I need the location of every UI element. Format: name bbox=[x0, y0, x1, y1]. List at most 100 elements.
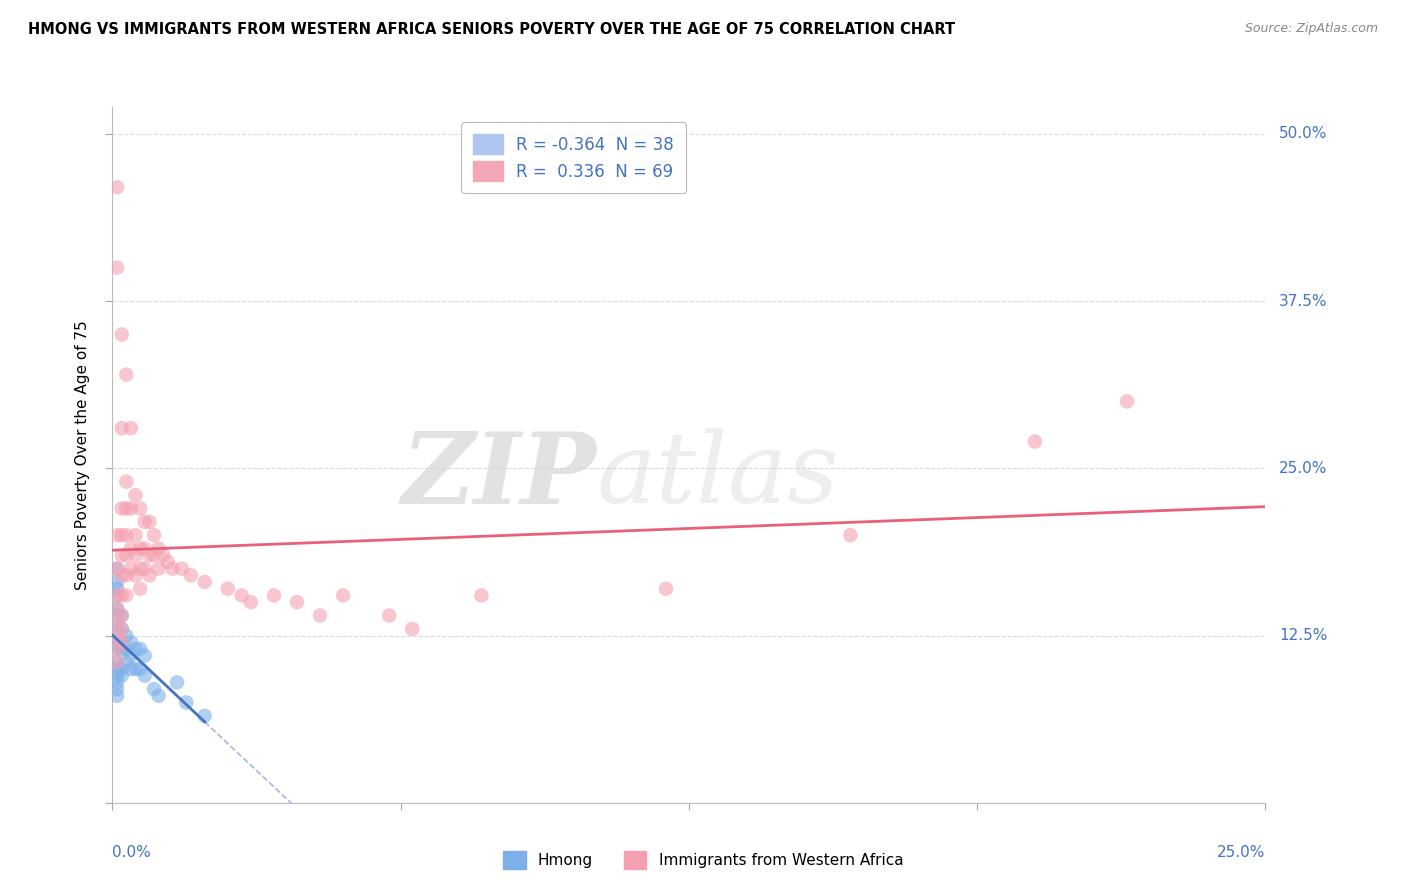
Point bbox=[839, 528, 862, 542]
Point bbox=[124, 662, 146, 676]
Point bbox=[152, 548, 174, 563]
Text: 50.0%: 50.0% bbox=[1279, 127, 1327, 141]
Point bbox=[378, 608, 401, 623]
Legend: R = -0.364  N = 38, R =  0.336  N = 69: R = -0.364 N = 38, R = 0.336 N = 69 bbox=[461, 122, 686, 193]
Point bbox=[105, 642, 128, 657]
Point bbox=[180, 568, 202, 582]
Point bbox=[134, 562, 156, 576]
Point bbox=[115, 548, 138, 563]
Text: 0.0%: 0.0% bbox=[112, 845, 152, 860]
Point bbox=[115, 528, 138, 542]
Point bbox=[120, 501, 142, 516]
Text: HMONG VS IMMIGRANTS FROM WESTERN AFRICA SENIORS POVERTY OVER THE AGE OF 75 CORRE: HMONG VS IMMIGRANTS FROM WESTERN AFRICA … bbox=[28, 22, 955, 37]
Point bbox=[111, 608, 134, 623]
Point bbox=[134, 541, 156, 556]
Point bbox=[105, 602, 128, 616]
Point bbox=[120, 541, 142, 556]
Text: 25.0%: 25.0% bbox=[1218, 845, 1265, 860]
Point bbox=[124, 548, 146, 563]
Point bbox=[105, 582, 128, 596]
Point bbox=[105, 635, 128, 649]
Point bbox=[105, 622, 128, 636]
Point bbox=[105, 589, 128, 603]
Point bbox=[111, 568, 134, 582]
Point bbox=[148, 689, 170, 703]
Point bbox=[115, 475, 138, 489]
Point bbox=[143, 548, 166, 563]
Point bbox=[134, 669, 156, 683]
Point bbox=[111, 669, 134, 683]
Point bbox=[1116, 394, 1139, 409]
Point bbox=[105, 528, 128, 542]
Point bbox=[470, 589, 492, 603]
Point bbox=[124, 488, 146, 502]
Point bbox=[105, 260, 128, 275]
Point bbox=[138, 568, 160, 582]
Point bbox=[124, 568, 146, 582]
Point bbox=[105, 628, 128, 642]
Text: 37.5%: 37.5% bbox=[1279, 293, 1327, 309]
Point bbox=[134, 515, 156, 529]
Point bbox=[332, 589, 354, 603]
Point bbox=[217, 582, 239, 596]
Point bbox=[120, 635, 142, 649]
Point bbox=[111, 662, 134, 676]
Point bbox=[105, 642, 128, 657]
Point bbox=[105, 589, 128, 603]
Point bbox=[115, 368, 138, 382]
Point bbox=[105, 608, 128, 623]
Point bbox=[231, 589, 253, 603]
Text: atlas: atlas bbox=[596, 428, 839, 524]
Point bbox=[143, 528, 166, 542]
Point bbox=[156, 555, 179, 569]
Point bbox=[129, 541, 152, 556]
Point bbox=[111, 622, 134, 636]
Point bbox=[129, 642, 152, 657]
Point bbox=[111, 548, 134, 563]
Point bbox=[194, 575, 217, 590]
Point bbox=[111, 622, 134, 636]
Point bbox=[105, 562, 128, 576]
Point bbox=[162, 562, 184, 576]
Point bbox=[105, 689, 128, 703]
Point bbox=[124, 528, 146, 542]
Point bbox=[170, 562, 193, 576]
Point bbox=[105, 655, 128, 669]
Point bbox=[105, 602, 128, 616]
Point bbox=[111, 501, 134, 516]
Text: ZIP: ZIP bbox=[402, 427, 596, 524]
Point bbox=[134, 648, 156, 663]
Legend: Hmong, Immigrants from Western Africa: Hmong, Immigrants from Western Africa bbox=[496, 845, 910, 875]
Point bbox=[143, 681, 166, 696]
Point bbox=[105, 681, 128, 696]
Point bbox=[111, 327, 134, 342]
Point bbox=[115, 501, 138, 516]
Point bbox=[115, 655, 138, 669]
Point bbox=[129, 662, 152, 676]
Point bbox=[120, 648, 142, 663]
Point bbox=[309, 608, 332, 623]
Point bbox=[148, 562, 170, 576]
Point bbox=[105, 669, 128, 683]
Point bbox=[129, 501, 152, 516]
Point bbox=[120, 562, 142, 576]
Point bbox=[105, 675, 128, 690]
Point bbox=[105, 575, 128, 590]
Point bbox=[166, 675, 188, 690]
Point bbox=[105, 615, 128, 630]
Point bbox=[120, 421, 142, 435]
Point bbox=[129, 582, 152, 596]
Point bbox=[115, 642, 138, 657]
Point bbox=[111, 421, 134, 435]
Point bbox=[105, 655, 128, 669]
Point bbox=[655, 582, 678, 596]
Point bbox=[111, 608, 134, 623]
Point bbox=[401, 622, 423, 636]
Text: 25.0%: 25.0% bbox=[1279, 461, 1327, 475]
Y-axis label: Seniors Poverty Over the Age of 75: Seniors Poverty Over the Age of 75 bbox=[75, 320, 90, 590]
Point bbox=[129, 562, 152, 576]
Point bbox=[115, 628, 138, 642]
Point bbox=[148, 541, 170, 556]
Text: 12.5%: 12.5% bbox=[1279, 628, 1327, 643]
Point bbox=[111, 635, 134, 649]
